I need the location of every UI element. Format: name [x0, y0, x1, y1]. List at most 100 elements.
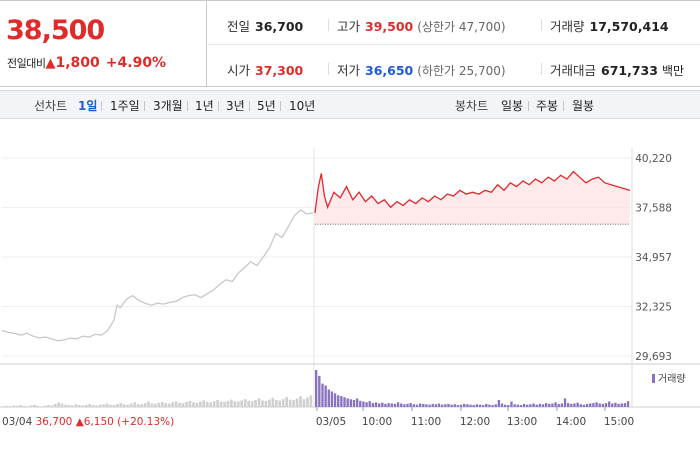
volume-bar-today	[488, 404, 491, 407]
volume-bar-today	[378, 403, 381, 407]
volume-bar-prev	[36, 405, 40, 407]
current-price: 38,500	[6, 15, 105, 46]
prev-day-note-part: 03/04	[2, 416, 33, 428]
prev-day-layer	[1, 209, 314, 342]
volume-bar-prev	[306, 397, 309, 407]
volume-bar-prev	[71, 405, 74, 407]
volume-bar-today	[390, 403, 393, 407]
volume-bar-prev	[257, 398, 261, 407]
stat-unit: 백만	[661, 64, 685, 78]
volume-bar-today	[453, 404, 456, 407]
volume-bar-today	[529, 404, 532, 407]
volume-bar-today	[333, 393, 337, 407]
volume-bar-prev	[274, 399, 278, 407]
volume-bar-prev	[154, 403, 157, 407]
volume-bar-today	[393, 403, 397, 407]
range-1y[interactable]: 1년	[195, 99, 214, 113]
volume-bar-today	[330, 391, 334, 407]
volume-bar-prev	[116, 403, 119, 407]
volume-bar-prev	[240, 400, 244, 407]
y-tick-label: 34,957	[635, 252, 672, 264]
volume-bar-prev	[12, 405, 16, 407]
volume-bar-prev	[164, 403, 168, 407]
volume-bar-today	[469, 404, 472, 407]
candle-weekly[interactable]: 주봉	[536, 99, 559, 113]
stat-prev-close: 전일 36,700	[227, 16, 303, 35]
volume-bar-prev	[98, 404, 102, 407]
range-5y[interactable]: 5년	[257, 99, 276, 113]
row-divider	[208, 44, 700, 45]
volume-bar-prev	[178, 402, 181, 407]
stat-low: 저가 36,650 (하한가 25,700)	[337, 60, 506, 79]
volume-bar-today	[324, 385, 327, 407]
volume-bar-prev	[268, 399, 271, 407]
volume-bar-today	[456, 405, 460, 407]
volume-bar-today	[478, 404, 482, 407]
y-tick-label: 29,693	[635, 351, 672, 363]
stat-label: 거래대금	[550, 63, 597, 78]
volume-bar-prev	[236, 401, 240, 407]
volume-bar-prev	[250, 401, 254, 407]
volume-bar-today	[623, 403, 627, 407]
y-tick-label: 32,325	[635, 302, 672, 314]
volume-bar-prev	[288, 399, 292, 407]
x-tick-label: 11:00	[411, 416, 441, 428]
volume-bar-today	[337, 395, 340, 407]
volume-bar-today	[579, 404, 582, 407]
candle-monthly[interactable]: 월봉	[572, 99, 595, 113]
volume-bar-today	[510, 401, 513, 407]
volume-legend-swatch	[652, 374, 655, 383]
volume-bar-today	[541, 404, 545, 407]
range-1d[interactable]: 1일	[78, 99, 98, 113]
volume-bar-today	[504, 404, 507, 407]
volume-bar-prev	[74, 404, 78, 407]
volume-bar-today	[346, 398, 349, 407]
divider	[187, 101, 188, 111]
volume-bar-prev	[202, 400, 206, 407]
volume-bar-today	[560, 403, 564, 407]
range-1w[interactable]: 1주일	[110, 99, 140, 113]
volume-bar-today	[475, 404, 478, 407]
volume-bar-today	[617, 403, 620, 407]
range-3y[interactable]: 3년	[226, 99, 245, 113]
volume-bar-prev	[243, 399, 247, 407]
volume-bar-today	[412, 404, 415, 407]
volume-bar-today	[431, 403, 434, 407]
volume-bar-prev	[122, 404, 126, 407]
volume-bar-prev	[174, 401, 178, 407]
change-amount: 1,800	[55, 55, 100, 71]
volume-bar-today	[500, 403, 504, 407]
range-10y[interactable]: 10년	[289, 99, 316, 113]
volume-bar-prev	[302, 399, 306, 407]
y-tick-label: 40,220	[635, 153, 672, 165]
volume-bar-prev	[254, 399, 257, 407]
candle-chart-label: 봉차트	[455, 99, 489, 113]
volume-bar-today	[409, 403, 412, 407]
volume-bar-today	[601, 403, 604, 407]
volume-bar-today	[374, 402, 378, 407]
range-3m[interactable]: 3개월	[153, 99, 183, 113]
volume-bar-prev	[15, 405, 19, 407]
volume-bar-today	[355, 398, 359, 407]
volume-bar-today	[626, 401, 630, 407]
volume-bar-today	[327, 389, 330, 407]
volume-bar-prev	[157, 402, 161, 407]
volume-bar-prev	[147, 401, 150, 407]
volume-bar-prev	[160, 401, 164, 407]
volume-bar-prev	[95, 405, 98, 407]
volume-legend-label: 거래량	[658, 373, 686, 385]
volume-bar-prev	[88, 403, 92, 407]
candle-daily[interactable]: 일봉	[501, 99, 524, 113]
today-line	[314, 170, 631, 214]
volume-bar-prev	[109, 404, 112, 407]
price-chart[interactable]: 40,220 37,588 34,957 32,325 29,693 거래량 03/05…	[0, 120, 700, 450]
x-tick-label: 03/05	[316, 416, 346, 428]
price-box: 38,500 전일대비▲1,800 +4.90%	[0, 1, 207, 87]
volume-bar-today	[516, 404, 519, 407]
volume-bar-prev	[212, 401, 216, 407]
volume-bar-prev	[195, 402, 199, 407]
volume-bar-today	[611, 403, 614, 407]
stat-amount: 거래대금 671,733 백만	[550, 60, 684, 79]
volume-bar-prev	[299, 396, 302, 407]
volume-bar-today	[573, 403, 576, 407]
